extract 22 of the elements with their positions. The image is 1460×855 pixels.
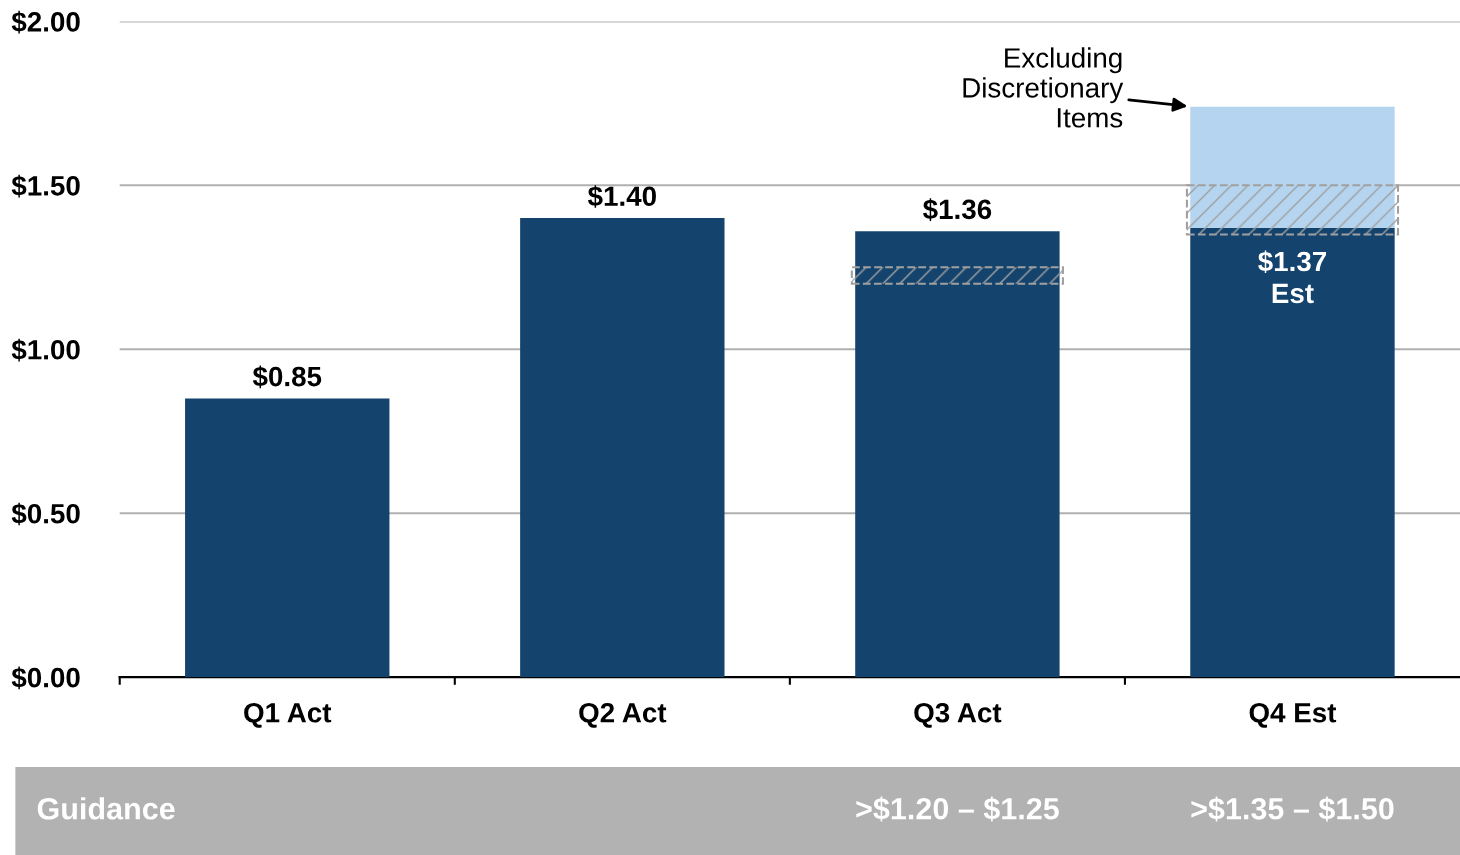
- bar: [855, 231, 1060, 678]
- text: >$1.20 – $1.25: [856, 796, 1059, 822]
- annotation: Excluding Discretionary Items: [963, 47, 1124, 128]
- text: >$1.35 – $1.50: [1191, 796, 1394, 822]
- bar: [1185, 184, 1400, 236]
- text: Guidance: [37, 797, 175, 820]
- x-tick-label: Q4 Est: [1249, 702, 1337, 728]
- bar: [850, 266, 1064, 285]
- x-tick-label: Q1 Act: [244, 702, 332, 728]
- y-tick-label: $1.00: [11, 338, 80, 362]
- x-tick-label: Q3 Act: [914, 702, 1002, 728]
- data-label: $1.36: [923, 198, 992, 221]
- y-tick-label: $0.50: [11, 502, 80, 526]
- data-label: $1.37 Est: [1258, 250, 1326, 304]
- x-tick-label: Q2 Act: [579, 702, 667, 728]
- data-label: $1.40: [587, 185, 656, 208]
- data-label: $0.85: [252, 365, 322, 389]
- bar: [185, 398, 390, 678]
- bar: [520, 218, 725, 678]
- y-tick-label: $0.00: [11, 666, 80, 690]
- y-tick-label: $2.00: [11, 10, 80, 34]
- y-tick-label: $1.50: [11, 174, 80, 198]
